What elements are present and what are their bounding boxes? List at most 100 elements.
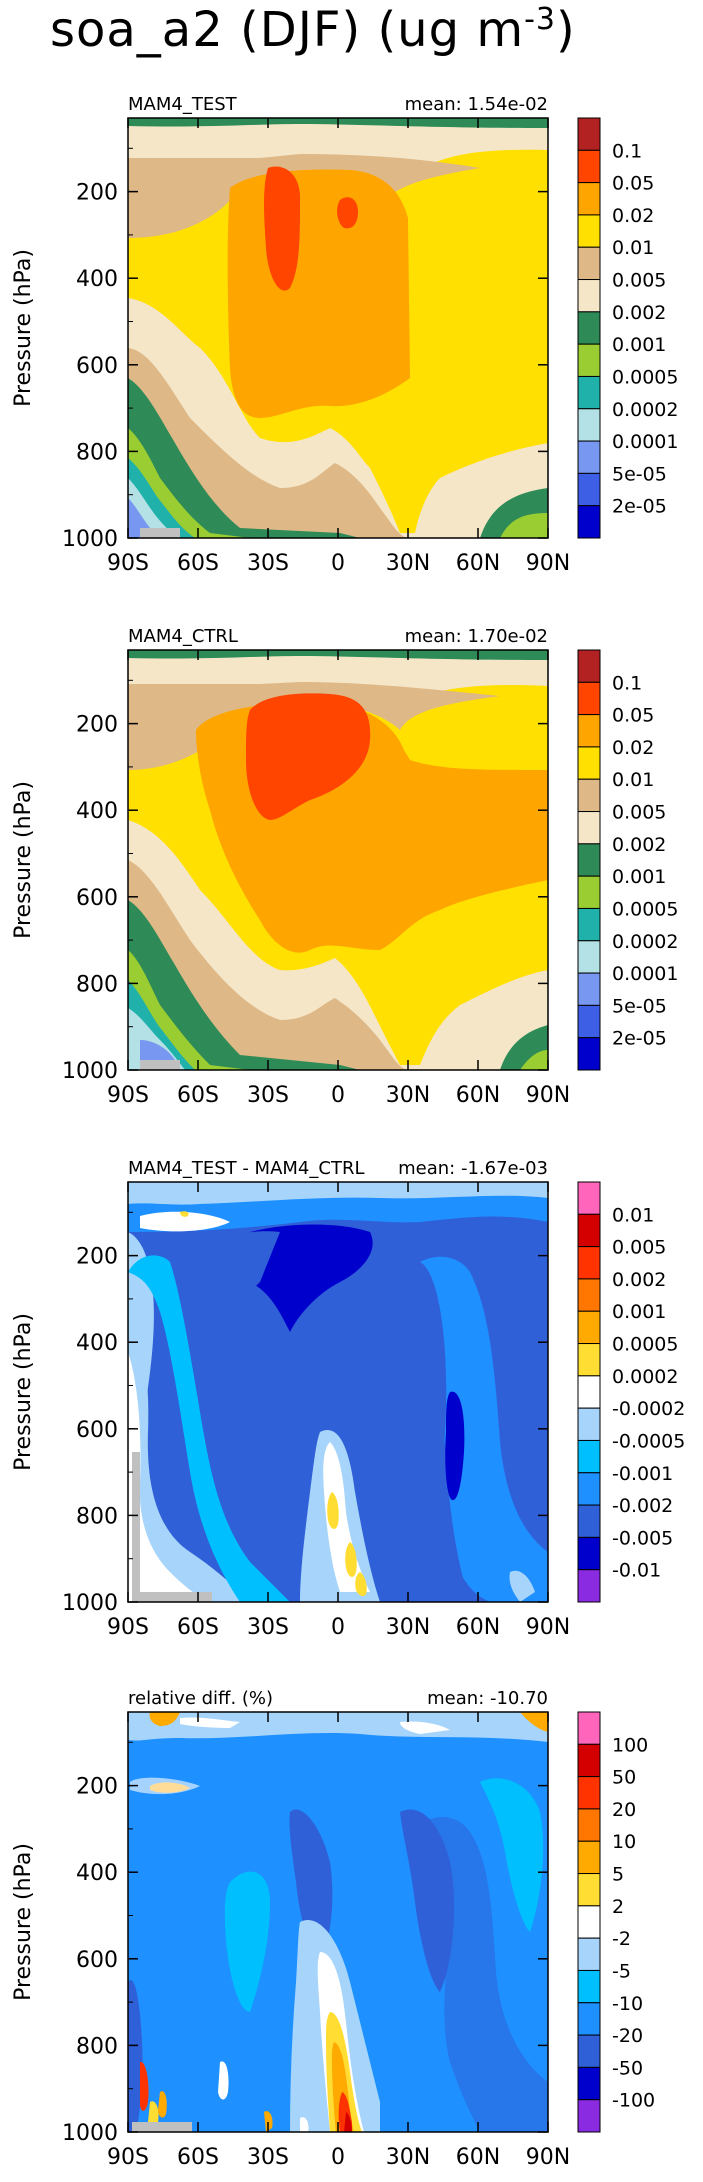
colorbar-label: 2	[612, 1896, 624, 1918]
y-axis-label: Pressure (hPa)	[11, 249, 36, 407]
colorbar-swatch	[577, 1246, 601, 1280]
y-tick-label: 800	[76, 972, 118, 997]
contour-fills	[128, 650, 548, 1070]
colorbar-swatch	[577, 907, 601, 942]
x-tick-label: 90N	[526, 1615, 570, 1640]
colorbar-swatch	[577, 1375, 601, 1409]
colorbar-label: 0.005	[612, 270, 666, 292]
colorbar-label: -5	[612, 1960, 631, 1982]
y-tick-label: 400	[76, 799, 118, 824]
colorbar-label: 20	[612, 1799, 636, 1821]
colorbar-label: -50	[612, 2057, 643, 2079]
colorbar-label: 10	[612, 1831, 636, 1853]
colorbar-label: 0.05	[612, 173, 654, 195]
colorbar-label: 0.1	[612, 140, 642, 162]
panel-label: MAM4_TEST	[128, 94, 238, 115]
y-tick-label: 800	[76, 1504, 118, 1529]
colorbar-label: 0.0002	[612, 399, 678, 421]
colorbar-label: 50	[612, 1767, 636, 1789]
colorbar-swatch	[577, 149, 601, 184]
colorbar-label: 0.0002	[612, 931, 678, 953]
colorbar-label: -0.0002	[612, 1398, 685, 1420]
colorbar-label: -0.002	[612, 1495, 673, 1517]
x-tick-label: 30N	[386, 551, 430, 576]
colorbar-swatch	[577, 1840, 601, 1875]
colorbar-label: 0.005	[612, 1237, 666, 1259]
colorbar-swatch	[577, 1037, 601, 1071]
x-tick-label: 90N	[526, 551, 570, 576]
colorbar-label: 0.05	[612, 705, 654, 727]
x-tick-label: 60S	[177, 2145, 219, 2170]
colorbar-label: 0.1	[612, 672, 642, 694]
y-tick-label: 400	[76, 267, 118, 292]
colorbar-label: 5	[612, 1864, 624, 1886]
x-tick-label: 0	[331, 2145, 345, 2170]
colorbar-label: 5e-05	[612, 995, 667, 1017]
colorbar-label: 0.001	[612, 1301, 666, 1323]
panel-relative-diff: relative diff. (%) mean: -10.70 Pressure…	[11, 1688, 655, 2170]
x-tick-label: 60S	[177, 1083, 219, 1108]
colorbar-swatch	[577, 214, 601, 248]
y-axis-label: Pressure (hPa)	[11, 1313, 36, 1471]
colorbar-label: -20	[612, 2025, 643, 2047]
colorbar-swatch	[577, 1873, 601, 1907]
colorbar-swatch	[577, 843, 601, 877]
colorbar-swatch	[577, 1937, 601, 1971]
y-axis-label: Pressure (hPa)	[11, 1843, 36, 2001]
colorbar-label: 0.0001	[612, 431, 678, 453]
x-tick-label: 90N	[526, 2145, 570, 2170]
colorbar-swatch	[577, 811, 601, 845]
colorbar-swatch	[577, 1905, 601, 1939]
colorbar-swatch	[577, 1004, 601, 1039]
colorbar-swatch	[577, 1504, 601, 1538]
colorbar-swatch	[577, 375, 601, 410]
x-tick-label: 0	[331, 1615, 345, 1640]
colorbar-label: -0.001	[612, 1463, 673, 1485]
colorbar-swatch	[577, 2099, 601, 2133]
colorbar-swatch	[577, 681, 601, 716]
y-tick-label: 200	[76, 1775, 118, 1800]
mean-label: mean: 1.54e-02	[405, 94, 548, 115]
x-tick-label: 30S	[247, 1615, 289, 1640]
x-tick-label: 30S	[247, 551, 289, 576]
y-tick-label: 200	[76, 181, 118, 206]
colorbar-swatch	[577, 440, 601, 474]
colorbar-label: 0.01	[612, 769, 654, 791]
colorbar-swatch	[577, 279, 601, 313]
colorbar-swatch	[577, 1536, 601, 1571]
colorbar-swatch	[577, 972, 601, 1006]
colorbar-label: 0.001	[612, 334, 666, 356]
contour-fills	[128, 1712, 548, 2132]
colorbar-label: 5e-05	[612, 463, 667, 485]
colorbar-swatch	[577, 1278, 601, 1312]
colorbar-swatch	[577, 940, 601, 974]
y-axis-label: Pressure (hPa)	[11, 781, 36, 939]
colorbar-label: 0.002	[612, 834, 666, 856]
y-tick-label: 800	[76, 2034, 118, 2059]
y-tick-label: 1000	[62, 2121, 118, 2146]
y-tick-label: 400	[76, 1331, 118, 1356]
y-tick-label: 600	[76, 1948, 118, 1973]
colorbar-label: 0.01	[612, 237, 654, 259]
colorbar-swatch	[577, 1181, 601, 1215]
contour-fills	[128, 1182, 548, 1602]
x-tick-label: 30N	[386, 1083, 430, 1108]
x-tick-label: 30N	[386, 1615, 430, 1640]
contour-fills	[128, 118, 548, 538]
x-tick-label: 30S	[247, 1083, 289, 1108]
x-tick-label: 60N	[456, 551, 500, 576]
colorbar-label: 0.0005	[612, 1334, 678, 1356]
x-tick-label: 0	[331, 1083, 345, 1108]
mean-label: mean: -10.70	[427, 1688, 548, 1709]
y-tick-label: 800	[76, 440, 118, 465]
colorbar-label: 0.0005	[612, 898, 678, 920]
colorbar-swatch	[577, 2034, 601, 2068]
y-tick-label: 600	[76, 354, 118, 379]
y-tick-label: 400	[76, 1861, 118, 1886]
colorbar-swatch	[577, 505, 601, 539]
colorbar-label: 0.01	[612, 1204, 654, 1226]
figure-title: soa_a2 (DJF) (ug m-3)	[50, 2, 576, 58]
colorbar-swatch	[577, 246, 601, 281]
colorbar-swatch	[577, 1776, 601, 1810]
colorbar-swatch	[577, 649, 601, 683]
